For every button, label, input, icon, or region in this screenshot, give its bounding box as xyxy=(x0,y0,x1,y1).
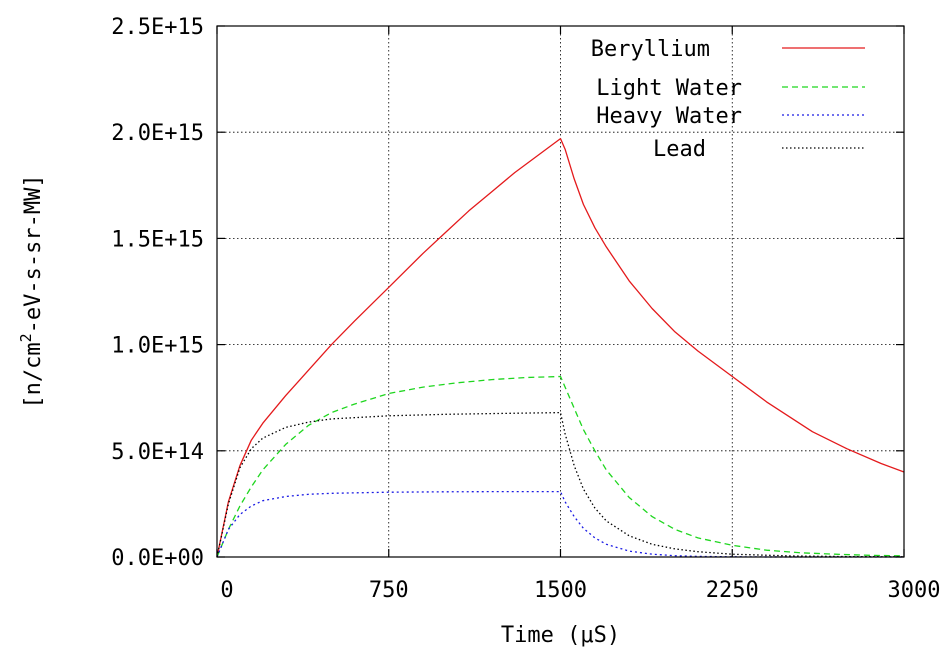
y-tick-label: 1.0E+15 xyxy=(111,334,204,359)
x-axis-label: Time (μS) xyxy=(501,623,620,648)
axis-ticks xyxy=(216,25,905,558)
y-axis-label-suffix: -eV-s-sr-MW] xyxy=(21,174,46,333)
y-tick-label: 2.5E+15 xyxy=(111,15,204,40)
x-tick-label: 750 xyxy=(369,578,409,603)
grid-lines xyxy=(217,26,904,557)
x-tick-label: 1500 xyxy=(534,578,587,603)
series-line-lead xyxy=(216,411,905,558)
y-tick-label: 5.0E+14 xyxy=(111,440,204,465)
legend-label-light-water: Light Water xyxy=(596,76,742,101)
y-tick-label: 2.0E+15 xyxy=(111,121,204,146)
x-tick-label: 2250 xyxy=(706,578,759,603)
y-tick-label: 1.5E+15 xyxy=(111,227,204,252)
y-tick-label: 0.0E+00 xyxy=(111,546,204,571)
y-axis-label-prefix: [n/cm xyxy=(21,342,46,408)
series-line-beryllium xyxy=(216,137,905,558)
y-axis-label: [n/cm2-eV-s-sr-MW] xyxy=(17,174,46,408)
legend-label-heavy-water: Heavy Water xyxy=(596,104,742,129)
series-lines xyxy=(216,137,905,558)
legend-label-beryllium: Beryllium xyxy=(591,37,710,62)
x-tick-label: 0 xyxy=(220,578,233,603)
y-axis-label-superscript: 2 xyxy=(17,333,35,342)
legend: Beryllium Light Water Heavy Water Lead xyxy=(591,37,865,162)
series-line-light-water xyxy=(216,375,905,558)
y-tick-labels: 0.0E+00 5.0E+14 1.0E+15 1.5E+15 2.0E+15 2.5E+… xyxy=(111,15,204,571)
x-tick-label: 3000 xyxy=(888,578,941,603)
x-tick-labels: 0 750 1500 2250 3000 xyxy=(220,578,940,603)
legend-label-lead: Lead xyxy=(653,137,706,162)
